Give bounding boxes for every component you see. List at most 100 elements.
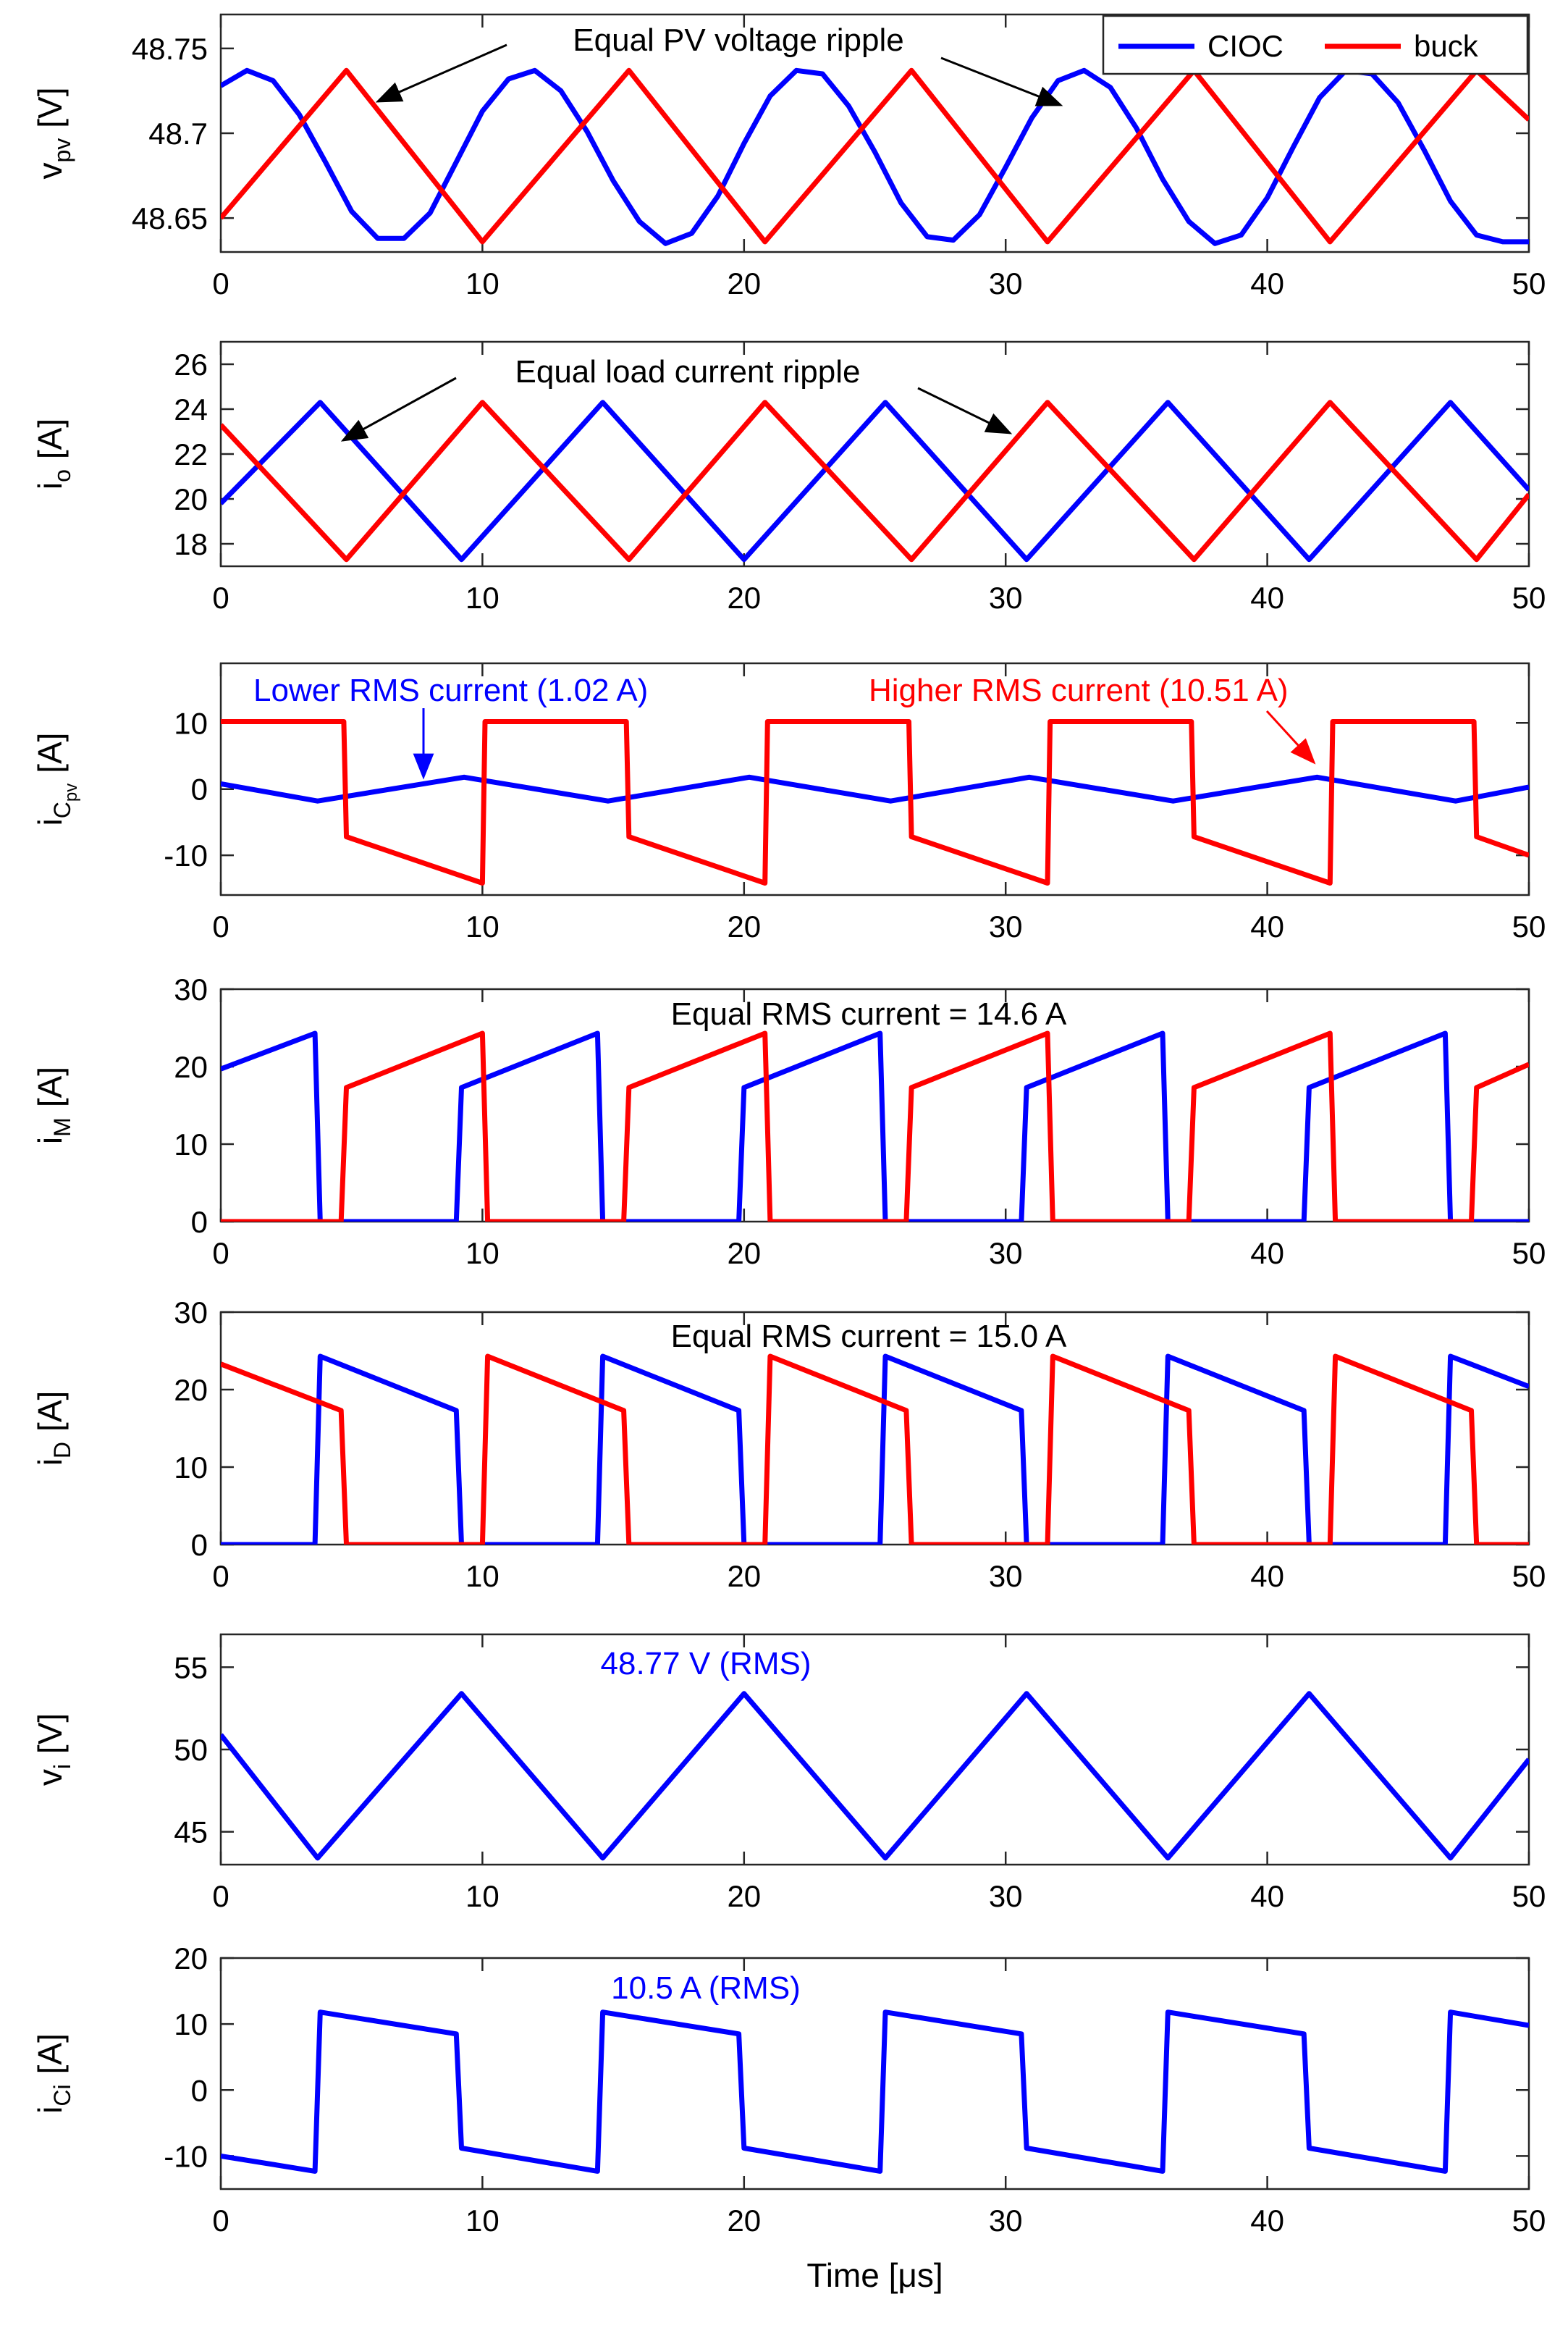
y-label-sub: pv <box>49 138 75 163</box>
y-label-unit: [A] <box>31 2033 69 2074</box>
series-line-cioc <box>221 2009 1529 2174</box>
x-tick-label: 20 <box>727 1559 761 1593</box>
y-tick-label: 48.75 <box>132 32 208 66</box>
y-tick-label: 55 <box>174 1650 208 1684</box>
panel-im: 0 10 20 30 40 50 0 10 20 30 iM [A] Equal RMS current… <box>31 973 1546 1270</box>
y-axis-label: iD [A] <box>31 1391 75 1466</box>
y-label-unit: [V] <box>31 1713 69 1754</box>
panel-vpv: 0 10 20 30 40 50 48.65 48.7 48.75 vpv [V] CIOC buck E… <box>31 13 1546 301</box>
y-tick-label: 10 <box>174 1127 208 1162</box>
y-tick-label: 10 <box>174 2007 208 2041</box>
y-tick-label: 10 <box>174 1450 208 1484</box>
y-axis-label: iCi [A] <box>31 2033 75 2114</box>
x-tick-label: 30 <box>989 1236 1023 1270</box>
x-tick-label: 30 <box>989 1879 1023 1913</box>
x-tick-label: 40 <box>1250 1879 1284 1913</box>
y-label-sub: D <box>49 1442 75 1458</box>
series-group <box>221 67 1529 246</box>
series-group <box>221 2009 1529 2174</box>
series-group <box>221 1691 1529 1861</box>
x-tick-label: 40 <box>1250 1236 1284 1270</box>
series-group <box>221 400 1529 563</box>
y-tick-label: 0 <box>191 2073 208 2107</box>
series-line-buck <box>221 1353 1529 1545</box>
series-line-buck <box>221 1030 1529 1222</box>
y-label-sub: o <box>49 469 75 482</box>
x-tick-label: 40 <box>1250 910 1284 944</box>
y-label-sub: M <box>49 1117 75 1137</box>
y-label-main: v <box>31 163 69 180</box>
y-tick-label: 0 <box>191 1205 208 1239</box>
series-line-cioc <box>221 1353 1529 1545</box>
y-axis-label: io [A] <box>31 419 75 490</box>
x-tick-label: 20 <box>727 1236 761 1270</box>
x-tick-label: 20 <box>727 581 761 615</box>
y-tick-label: 20 <box>174 482 208 516</box>
y-label-main: i <box>31 818 69 826</box>
x-tick-label: 30 <box>989 581 1023 615</box>
legend: CIOC buck <box>1102 14 1529 75</box>
series-group <box>221 1353 1529 1545</box>
annotation-arrow <box>917 387 1013 434</box>
y-tick-label: 0 <box>191 1528 208 1562</box>
y-tick-label: 0 <box>191 773 208 807</box>
y-tick-label: 26 <box>174 348 208 382</box>
y-tick-label: 20 <box>174 1373 208 1407</box>
annotation-text: Equal PV voltage ripple <box>573 22 903 58</box>
series-line-buck <box>221 67 1529 245</box>
x-tick-label: 40 <box>1250 1559 1284 1593</box>
y-tick-label: 20 <box>174 1941 208 1975</box>
y-label-unit: [A] <box>31 419 69 459</box>
series-line-buck <box>221 719 1529 886</box>
x-tick-label: 10 <box>465 2204 500 2238</box>
y-axis-label: vpv [V] <box>31 87 75 179</box>
y-label-main: i <box>31 1137 69 1144</box>
x-tick-label: 30 <box>989 910 1023 944</box>
series-line-cioc <box>221 774 1529 804</box>
y-label-unit: [A] <box>31 733 69 773</box>
x-tick-label: 20 <box>727 910 761 944</box>
series-line-cioc <box>221 1691 1529 1861</box>
series-group <box>221 719 1529 886</box>
y-label-main: i <box>31 1458 69 1466</box>
annotation-arrow <box>375 43 507 103</box>
x-tick-label: 40 <box>1250 2204 1284 2238</box>
x-tick-label: 20 <box>727 266 761 301</box>
x-tick-label: 0 <box>212 581 229 615</box>
y-label-main: i <box>31 2106 69 2114</box>
annotation-arrow <box>940 56 1063 106</box>
panel-io: 0 10 20 30 40 50 18 20 22 24 26 io [A] Equal load cur… <box>31 340 1546 615</box>
y-tick-label: -10 <box>164 839 208 873</box>
x-tick-label: 50 <box>1512 1559 1546 1593</box>
x-tick-label: 40 <box>1250 581 1284 615</box>
y-label-sub: C <box>49 802 75 818</box>
x-tick-label: 20 <box>727 1879 761 1913</box>
y-tick-label: 10 <box>174 706 208 740</box>
y-tick-label: 20 <box>174 1050 208 1084</box>
y-label-unit: [A] <box>31 1391 69 1432</box>
x-tick-label: 50 <box>1512 1236 1546 1270</box>
x-tick-label: 0 <box>212 266 229 301</box>
annotation-text: Equal load current ripple <box>515 354 861 390</box>
annotation-text: Lower RMS current (1.02 A) <box>253 673 648 708</box>
legend-label-cioc: CIOC <box>1207 29 1284 63</box>
y-label-main: i <box>31 482 69 490</box>
panel-vi: 0 10 20 30 40 50 45 50 55 vi [V] 48.77 V (RMS) <box>31 1633 1546 1913</box>
y-tick-label: 18 <box>174 527 208 561</box>
annotation-text: Equal RMS current = 15.0 A <box>671 1319 1067 1354</box>
x-tick-label: 0 <box>212 2204 229 2238</box>
y-tick-label: 50 <box>174 1733 208 1767</box>
panel-id: 0 10 20 30 40 50 0 10 20 30 iD [A] Equal RMS current… <box>31 1295 1546 1593</box>
y-axis-label: iM [A] <box>31 1067 75 1144</box>
y-tick-label: 22 <box>174 437 208 471</box>
y-label-unit: [A] <box>31 1067 69 1107</box>
y-tick-label: 24 <box>174 392 208 427</box>
x-tick-label: 10 <box>465 1236 500 1270</box>
x-tick-label: 30 <box>989 2204 1023 2238</box>
x-tick-label: 0 <box>212 1879 229 1913</box>
x-tick-label: 20 <box>727 2204 761 2238</box>
annotation-text: 10.5 A (RMS) <box>611 1970 801 2006</box>
